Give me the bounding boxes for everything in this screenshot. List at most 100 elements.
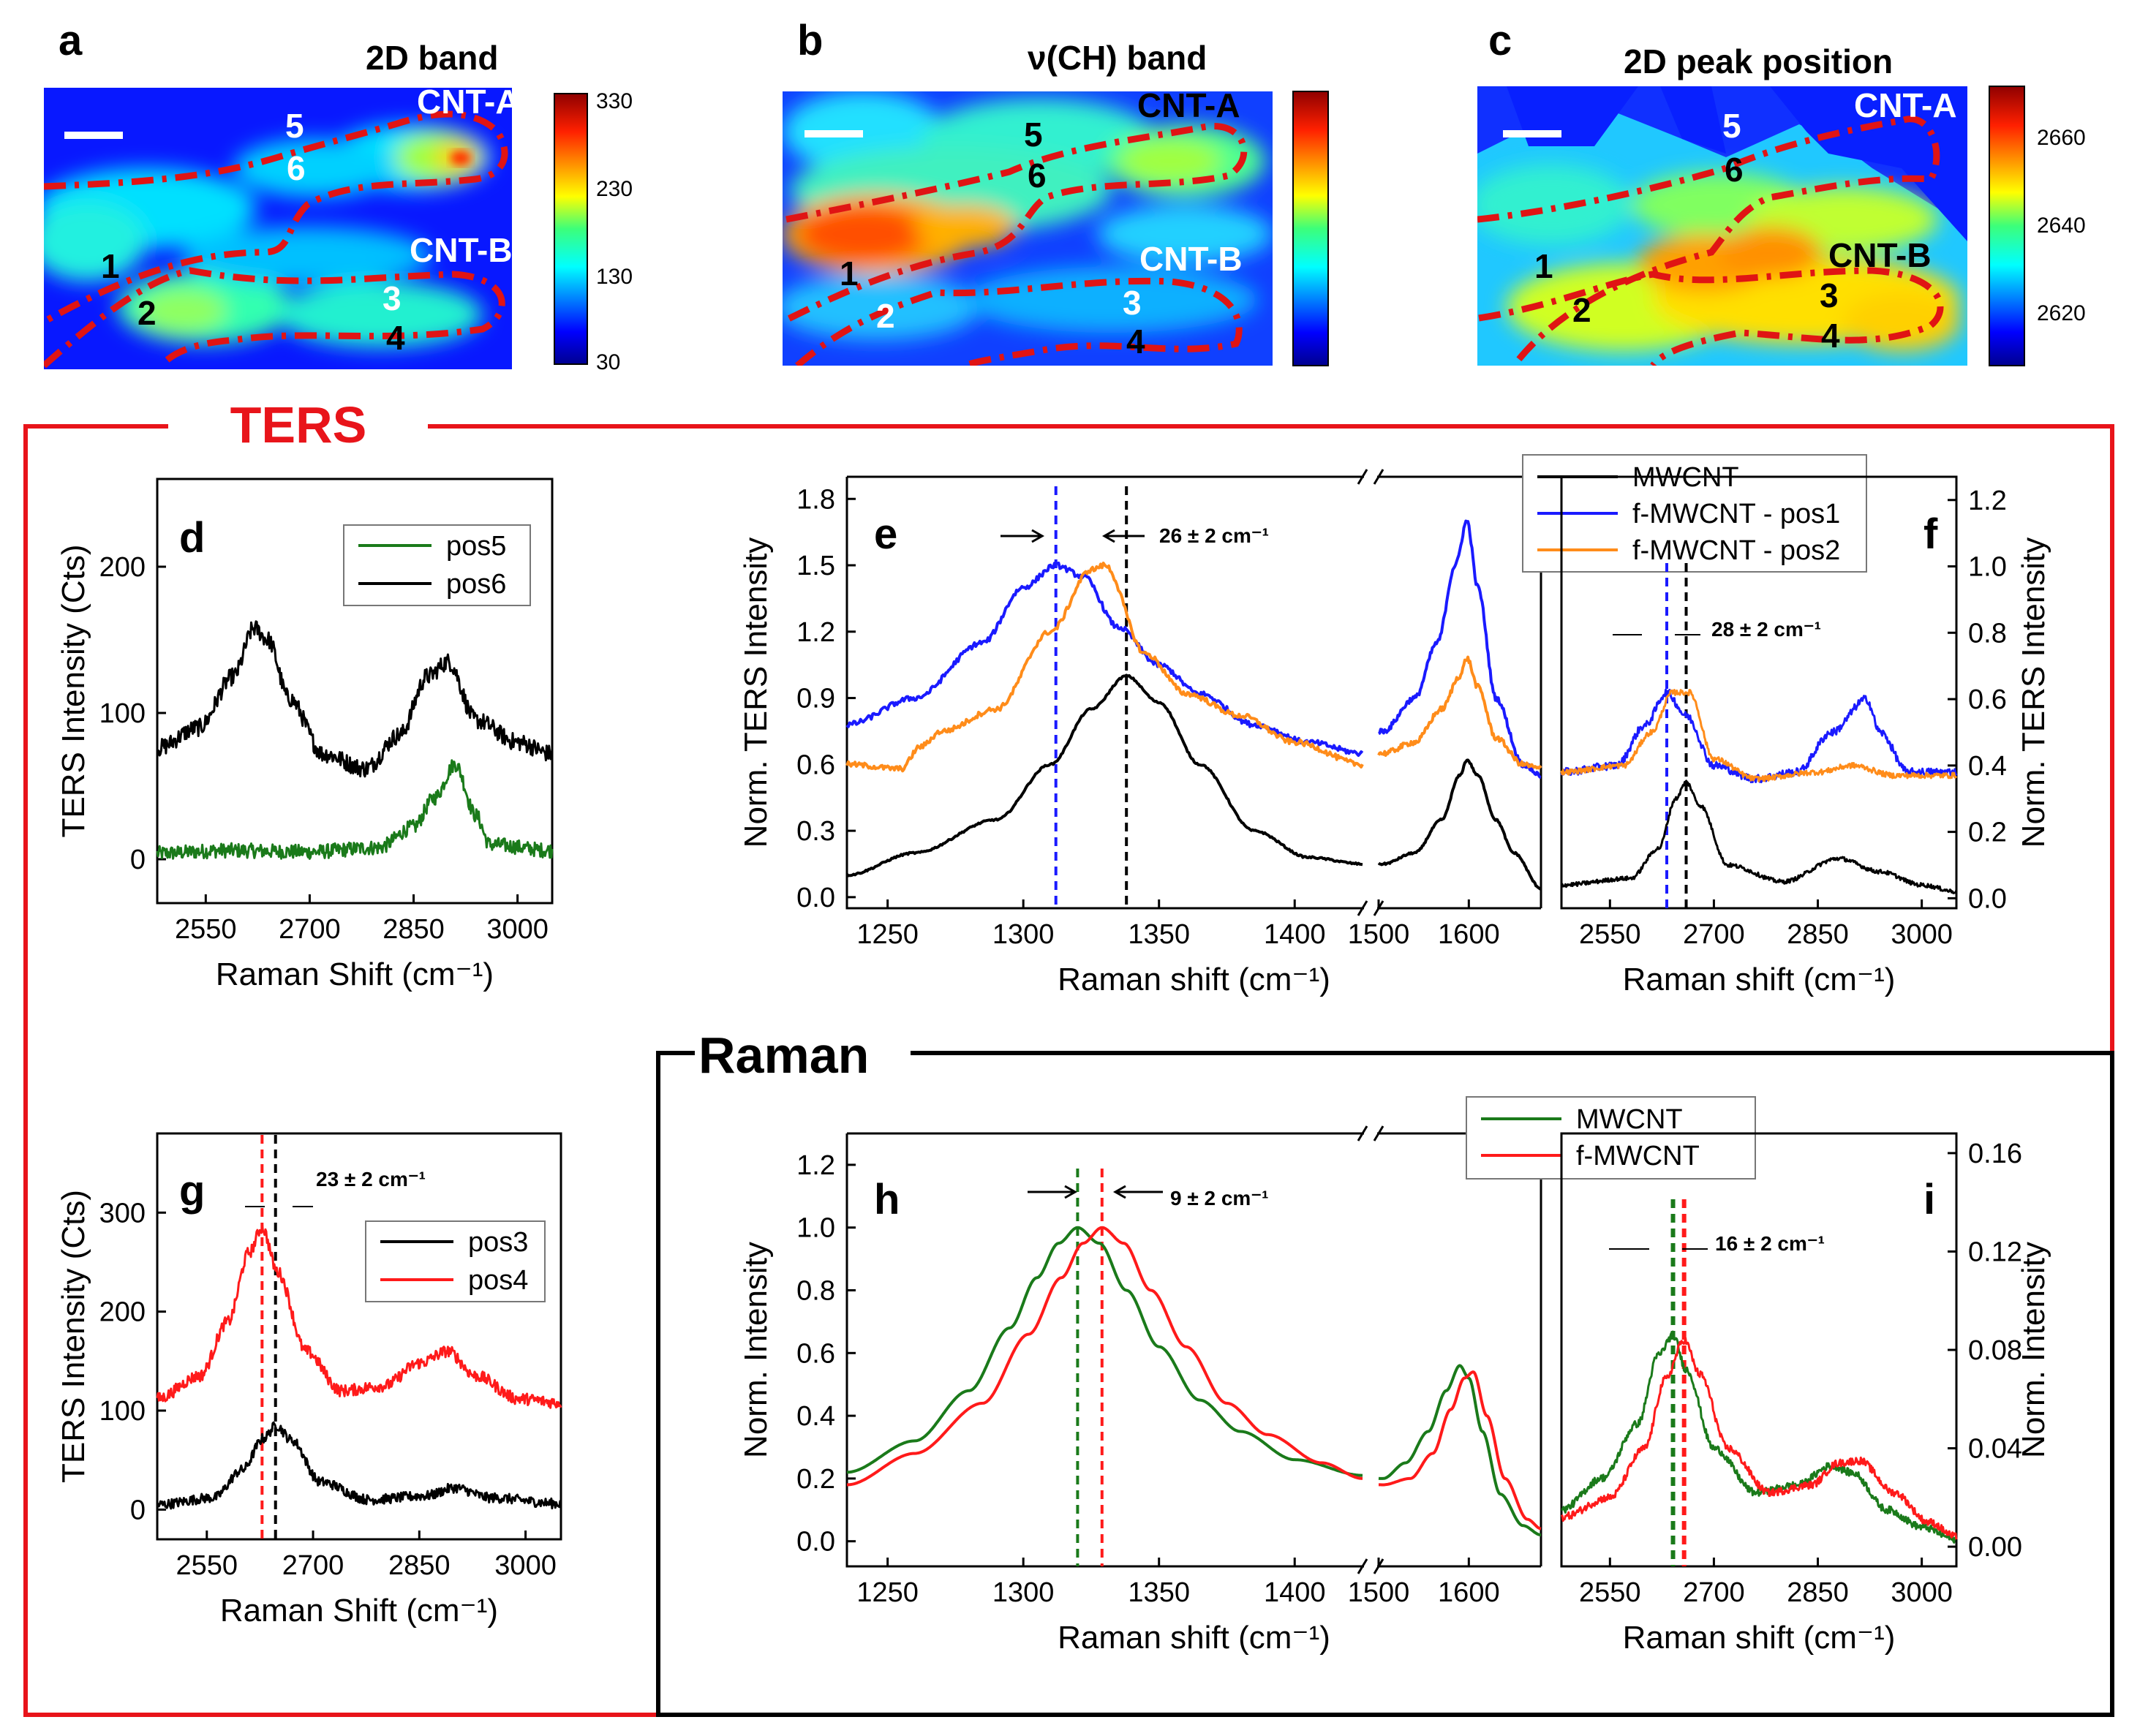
y-tick-label: 0.6 [796, 750, 835, 780]
legend-entry: f-MWCNT - pos2 [1632, 535, 1840, 566]
chart-e: 1250 1300 1350 1400 1500 1600 0.0 0.3 0.6 0.9 1.2 1… [738, 469, 1542, 997]
axis-break-gap [1364, 902, 1377, 914]
map-b-label: CNT-A [1137, 86, 1240, 124]
ters-section-title: TERS [230, 396, 367, 453]
chart-f: 2550 2700 2850 3000 0.0 0.2 0.4 0.6 0.8 1.0 1.2 Ram… [1560, 475, 2051, 997]
shift-annotation: 16 ± 2 cm⁻¹ [1715, 1232, 1825, 1255]
y-tick-label: 0.0 [1968, 883, 2007, 914]
map-b-label: 3 [1123, 284, 1142, 322]
panel-letter-h: h [874, 1176, 900, 1223]
x-tick-label: 1250 [856, 1577, 919, 1608]
map-c-colorbar [1989, 86, 2025, 366]
panel-letter-c: c [1488, 17, 1512, 64]
map-b-label: 2 [876, 297, 895, 335]
arrow-left [1001, 529, 1045, 543]
map-c-label: CNT-A [1854, 86, 1957, 124]
map-c-label: 1 [1534, 247, 1553, 285]
cbar-tick: 330 [596, 89, 633, 113]
y-axis-label: Norm. TERS Intensity [2016, 537, 2051, 848]
y-tick-label: 1.2 [1968, 486, 2007, 516]
map-c-title: 2D peak position [1624, 42, 1893, 80]
y-tick-label: 0.0 [796, 1527, 835, 1558]
y-tick-label: 0.16 [1968, 1139, 2022, 1169]
series-line-mwcnt [846, 1226, 1363, 1477]
map-a-label: 5 [285, 107, 304, 145]
map-a-label: CNT-B [410, 231, 513, 269]
arrow-right [1112, 1185, 1163, 1199]
series-line-f-mwcnt-pos2 [1377, 655, 1542, 770]
map-a-label: 2 [137, 294, 157, 332]
x-axis-label: Raman Shift (cm⁻¹) [220, 1593, 498, 1629]
x-tick-label: 1600 [1438, 919, 1500, 950]
shift-annotation: 26 ± 2 cm⁻¹ [1159, 524, 1269, 547]
series-line-f-mwcnt-pos1 [845, 562, 1364, 757]
x-tick-label: 1500 [1348, 919, 1410, 950]
axis-break-mark [1357, 1558, 1368, 1574]
shift-annotation: 28 ± 2 cm⁻¹ [1711, 618, 1821, 641]
legend-h: MWCNT f-MWCNT [1466, 1096, 1756, 1180]
x-tick-label: 1600 [1438, 1577, 1500, 1608]
panel-letter-a: a [59, 17, 83, 64]
map-c-label: 4 [1821, 317, 1840, 355]
x-tick-label: 2550 [176, 1550, 238, 1581]
legend-entry: f-MWCNT [1576, 1141, 1700, 1171]
y-tick-label: 1.2 [796, 1150, 835, 1181]
legend-entry: pos6 [446, 569, 506, 600]
axis-break-gap [1364, 471, 1377, 483]
series-line-f-mwcnt-pos1 [1378, 519, 1542, 779]
map-b-label: 5 [1024, 116, 1043, 154]
y-tick-label: 0.2 [1968, 818, 2007, 848]
legend-entry: MWCNT [1576, 1104, 1683, 1135]
y-tick-label: 200 [99, 1297, 146, 1328]
map-c-label: 2 [1572, 291, 1591, 329]
cbar-tick: 2620 [2037, 301, 2086, 325]
x-axis-label: Raman shift (cm⁻¹) [1058, 962, 1330, 997]
x-tick-label: 1250 [856, 919, 919, 950]
shift-annotation: 9 ± 2 cm⁻¹ [1170, 1187, 1268, 1209]
map-a-title: 2D band [366, 39, 498, 77]
y-tick-label: 1.5 [796, 551, 835, 581]
y-axis-label: Norm. Intensity [2016, 1242, 2051, 1458]
x-axis-label: Raman shift (cm⁻¹) [1623, 1620, 1896, 1656]
series-line-f-mwcnt-pos2 [845, 562, 1364, 773]
series-line-mwcnt [845, 673, 1363, 878]
y-tick-label: 0.3 [796, 816, 835, 847]
y-tick-label: 0.08 [1968, 1335, 2022, 1366]
series-line-mwcnt [1561, 1330, 1958, 1544]
map-b-label: 6 [1028, 156, 1047, 195]
y-tick-label: 0.04 [1968, 1434, 2022, 1465]
x-tick-label: 1500 [1348, 1577, 1410, 1608]
y-tick-label: 0.8 [796, 1275, 835, 1306]
map-a-label: CNT-A [417, 83, 520, 121]
legend-d: pos5 pos6 [343, 524, 531, 606]
y-tick-label: 200 [99, 552, 146, 583]
map-c-label: 5 [1722, 107, 1741, 145]
x-tick-label: 2700 [279, 914, 341, 945]
y-axis-label: TERS Intensity (Cts) [56, 545, 91, 838]
map-a-colorbar [554, 93, 588, 365]
y-axis-label: Norm. TERS Intensity [738, 537, 774, 848]
x-tick-label: 2550 [1579, 1577, 1641, 1608]
legend-box [1466, 1096, 1756, 1180]
y-tick-label: 0 [130, 1495, 146, 1525]
plot-frame [1560, 475, 1958, 910]
x-tick-label: 3000 [1891, 1577, 1953, 1608]
legend-entry: f-MWCNT - pos1 [1632, 499, 1840, 529]
y-tick-label: 1.2 [796, 617, 835, 648]
map-b-label: 4 [1126, 322, 1145, 361]
axis-break-gap [1364, 1560, 1377, 1572]
chart-g: 2550 2700 2850 3000 0 100 200 300 Raman Shift (c… [56, 1132, 562, 1629]
y-tick-label: 0.12 [1968, 1237, 2022, 1267]
raman-section-title: Raman [698, 1027, 869, 1084]
axis-break-mark [1373, 1125, 1384, 1141]
legend-box [365, 1220, 546, 1302]
y-tick-label: 300 [99, 1198, 146, 1229]
series-line-f-mwcnt [846, 1226, 1363, 1487]
axis-break-mark [1373, 469, 1384, 485]
axis-break-mark [1357, 1125, 1368, 1141]
x-tick-label: 1300 [992, 919, 1055, 950]
shift-annotation: 23 ± 2 cm⁻¹ [316, 1168, 426, 1190]
y-tick-label: 0.2 [796, 1464, 835, 1495]
